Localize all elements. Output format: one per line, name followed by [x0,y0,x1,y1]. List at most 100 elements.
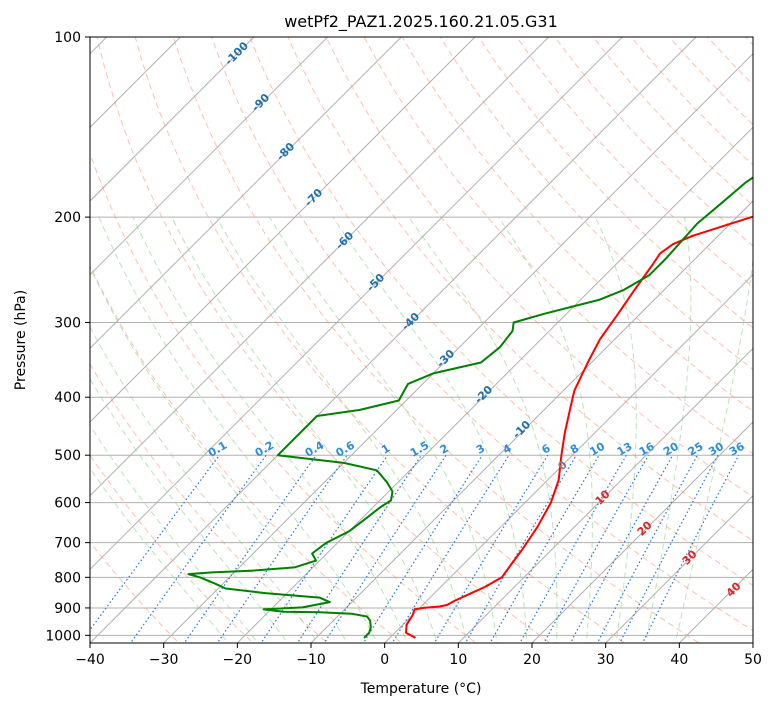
isotherm-line [90,37,403,350]
mixing-ratio-line [569,454,674,643]
mixing-ratio-label: 6 [539,441,552,456]
moist-adiabat-line [332,216,528,643]
isotherm-line [457,347,753,643]
isotherm-line [236,126,753,643]
isotherm-line [383,273,753,643]
x-tick-label: −30 [149,652,179,668]
mixing-ratio-line [323,454,447,643]
background-lines [0,10,753,648]
moist-adiabat-line [90,467,229,643]
mixing-ratio-line [464,454,577,643]
dry-adiabat-line [287,37,753,542]
line-annotations: 0.1 0.2 0.4 0.6 1 1.5 2 3 4 6 8 10 13 16 20 25 30 36-100-… [206,39,747,600]
dry-adiabat-line [90,363,329,643]
y-tick-label: 500 [54,448,81,464]
dewpoint-line [187,176,753,639]
isotherm-line [0,10,60,648]
dry-adiabat-line [90,151,477,643]
adiabat-label: -80 [274,140,297,163]
y-tick-label: 400 [54,390,81,406]
moist-adiabat-line [497,216,593,643]
mixing-ratio-line [596,454,698,643]
y-tick-label: 300 [54,315,81,331]
y-tick-label: 200 [54,210,81,226]
y-tick-label: 900 [54,601,81,617]
dry-adiabat-line [707,37,753,86]
dry-adiabat-line [325,37,753,498]
isotherm-line [90,37,550,497]
mixing-ratio-label: 10 [587,440,607,459]
isotherm-line [310,200,753,643]
moist-adiabat-line [171,216,438,643]
y-tick-label: 800 [54,570,81,586]
x-tick-label: 0 [380,652,389,668]
mixing-ratio-label: 0.4 [303,439,327,460]
moist-adiabat-line [645,217,692,643]
moist-adiabat-line [594,216,637,643]
adiabat-label: -20 [472,383,495,406]
mixing-ratio-line [260,454,389,643]
mixing-ratio-line [362,454,483,643]
adiabat-label: 10 [593,487,613,507]
mixing-ratio-line [129,454,267,643]
mixing-ratio-label: 25 [686,440,706,459]
mixing-ratio-label: 16 [637,440,657,459]
adiabat-label: 40 [724,579,744,599]
x-tick-label: −20 [223,652,253,668]
dry-adiabat-line [363,37,753,455]
moist-adiabat-line [98,216,378,643]
moist-adiabat-line [674,256,753,643]
y-tick-label: 1000 [45,628,81,644]
mixing-ratio-label: 2 [438,442,451,457]
moist-adiabat-line [90,377,289,643]
dry-adiabat-line [745,37,753,46]
mixing-ratio-label: 0.1 [206,439,229,460]
adiabat-label: -30 [434,347,457,370]
isotherm-line [90,37,255,202]
dry-adiabat-line [90,454,254,643]
isotherm-line [90,37,476,423]
isotherm-line [531,421,753,643]
y-tick-label: 600 [54,496,81,512]
x-tick-label: −40 [75,652,105,668]
mixing-ratio-label: 1.5 [408,439,431,460]
dry-adiabat-line [96,37,552,643]
isotherm-line [90,37,624,571]
profile-lines [187,176,753,639]
moist-adiabat-line [132,216,408,643]
dry-adiabat-line [249,37,753,586]
x-tick-label: 30 [597,652,615,668]
dry-adiabat-line [172,37,700,643]
chart-title: wetPf2_PAZ1.2025.160.21.05.G31 [284,12,558,32]
isotherm-line [90,37,697,643]
moist-adiabat-line [216,216,468,643]
dry-adiabat-line [211,37,753,632]
dry-adiabat-line [134,37,626,643]
moist-adiabat-line [90,325,319,643]
adiabat-label: -90 [249,91,272,114]
adiabat-label: 30 [680,547,700,567]
adiabat-label: 20 [635,518,655,538]
axes: −40 −30 −20 −10 0 10 20 30 40 5010020030040050060… [45,30,762,668]
x-tick-label: −10 [296,652,326,668]
mixing-ratio-label: 30 [706,440,726,459]
x-axis-label: Temperature (°C) [360,681,482,697]
mixing-ratio-label: 3 [474,442,487,457]
moist-adiabat-line [269,216,498,643]
x-tick-label: 50 [744,652,762,668]
mixing-ratio-line [296,454,422,643]
temperature-line [405,215,753,639]
dry-adiabat-line [439,37,753,370]
y-tick-label: 700 [54,536,81,552]
adiabat-label: -10 [510,418,533,441]
x-tick-label: 20 [523,652,541,668]
mixing-ratio-line [183,454,317,643]
isotherm-line [162,52,753,643]
isotherm-line [752,642,753,643]
x-tick-label: 10 [449,652,467,668]
isotherm-line [604,494,753,643]
dry-adiabat-line [90,264,403,643]
mixing-ratio-label: 0.6 [334,439,358,460]
mixing-ratio-line [641,454,740,643]
